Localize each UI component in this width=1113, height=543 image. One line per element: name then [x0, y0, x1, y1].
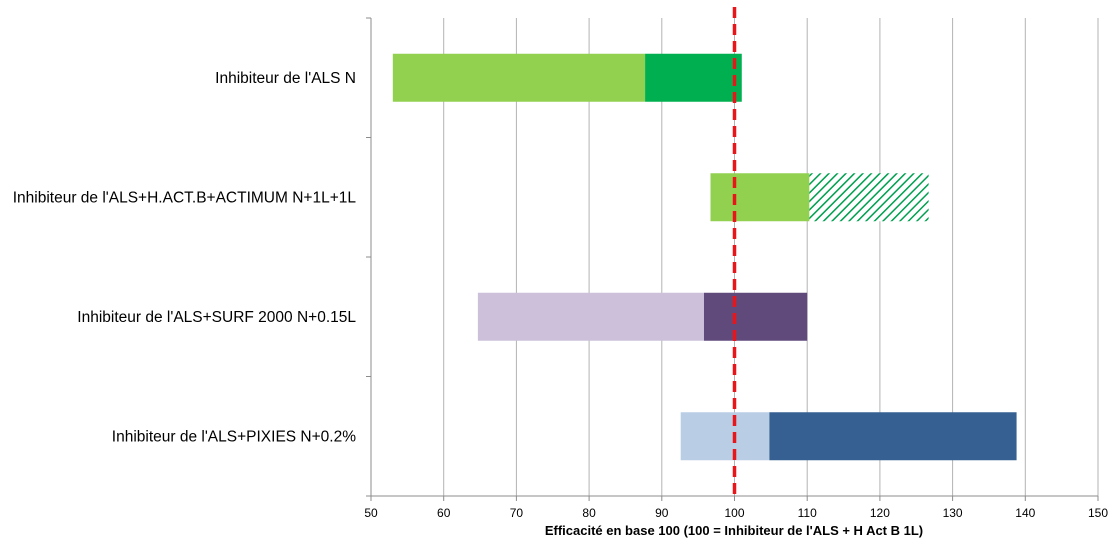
category-labels: Inhibiteur de l'ALS N Inhibiteur de l'ALS…	[13, 70, 357, 446]
category-label-3: Inhibiteur de l'ALS+SURF 2000 N+0.15L	[77, 309, 356, 326]
bar-dark-segment-1	[645, 53, 742, 102]
bar-dark-segment-3	[703, 292, 808, 341]
x-tick-label-110: 110	[798, 506, 817, 520]
x-tick-label-70: 70	[510, 506, 524, 520]
x-tick-label-120: 120	[870, 506, 890, 520]
bar-light-segment-2	[710, 173, 810, 222]
x-axis-title: Efficacité en base 100 (100 = Inhibiteur…	[545, 523, 923, 538]
category-label-1: Inhibiteur de l'ALS N	[215, 70, 356, 87]
x-tick-label-130: 130	[943, 506, 963, 520]
x-tick-label-150: 150	[1088, 506, 1108, 520]
x-tick-label-50: 50	[364, 506, 378, 520]
x-tick-label-140: 140	[1015, 506, 1035, 520]
bar-dark-segment-4	[769, 412, 1017, 461]
x-tick-labels: 50 60 70 80 90 100 110 120 130 140 150	[364, 506, 1108, 520]
bars-group	[392, 53, 1017, 461]
bar-light-segment-1	[392, 53, 646, 102]
x-tick-label-100: 100	[724, 506, 744, 520]
category-label-4: Inhibiteur de l'ALS+PIXIES N+0.2%	[112, 428, 356, 445]
bar-light-segment-3	[477, 292, 704, 341]
x-tick-label-90: 90	[655, 506, 669, 520]
bar-light-segment-4	[680, 412, 770, 461]
x-tick-label-80: 80	[582, 506, 596, 520]
axes-group	[366, 17, 1099, 501]
bar-dark-segment-2	[809, 173, 929, 222]
x-tick-label-60: 60	[437, 506, 451, 520]
category-label-2: Inhibiteur de l'ALS+H.ACT.B+ACTIMUM N+1L…	[13, 189, 357, 206]
